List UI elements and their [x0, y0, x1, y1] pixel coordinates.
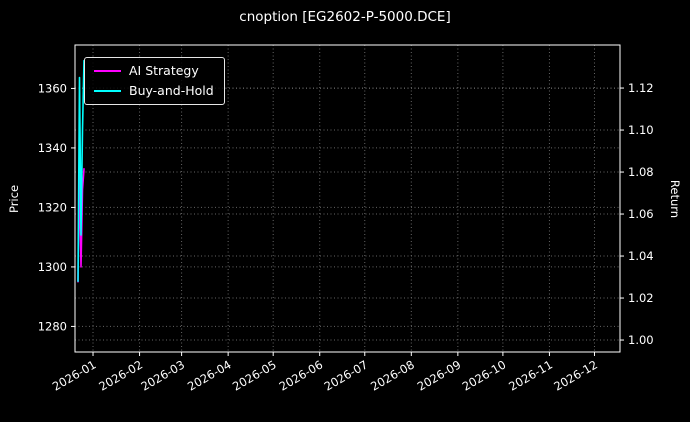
svg-text:1.12: 1.12 — [628, 81, 654, 95]
svg-text:1.04: 1.04 — [628, 249, 654, 263]
tick-labels: 1280 1300 1320 1340 1360 1.00 1.02 1.04 1.06 1.08… — [38, 81, 654, 394]
svg-text:2026-02: 2026-02 — [96, 357, 145, 393]
svg-text:1360: 1360 — [38, 81, 67, 95]
legend-item-buy-and-hold: Buy-and-Hold — [94, 84, 214, 98]
legend-line-swatch-ai — [94, 69, 121, 73]
svg-text:2026-06: 2026-06 — [277, 357, 326, 393]
svg-text:2026-10: 2026-10 — [460, 357, 509, 393]
svg-text:1.10: 1.10 — [628, 123, 654, 137]
chart-title: cnoption [EG2602-P-5000.DCE] — [239, 9, 451, 25]
svg-text:2026-07: 2026-07 — [322, 357, 371, 393]
svg-text:1320: 1320 — [38, 200, 67, 214]
svg-text:2026-09: 2026-09 — [415, 357, 464, 393]
svg-text:1.00: 1.00 — [628, 333, 654, 347]
svg-text:1300: 1300 — [38, 260, 67, 274]
svg-text:2026-03: 2026-03 — [138, 357, 187, 393]
y-axis-label-price: Price — [7, 184, 21, 214]
svg-text:2026-12: 2026-12 — [551, 357, 600, 393]
legend-item-ai-strategy: AI Strategy — [94, 64, 214, 78]
series-lines — [77, 59, 85, 283]
svg-text:2026-04: 2026-04 — [185, 357, 234, 393]
plot-border — [74, 44, 621, 353]
svg-text:1.02: 1.02 — [628, 291, 654, 305]
legend-label-ai: AI Strategy — [129, 63, 199, 78]
svg-text:1280: 1280 — [38, 319, 67, 333]
series-buy-and-hold — [77, 59, 85, 283]
tick-marks — [71, 87, 624, 356]
svg-text:2026-08: 2026-08 — [368, 357, 417, 393]
legend-label-bh: Buy-and-Hold — [129, 83, 214, 98]
y-axis-label-return: Return — [668, 179, 682, 219]
svg-text:2026-11: 2026-11 — [506, 357, 555, 393]
gridlines — [75, 45, 620, 352]
legend: AI Strategy Buy-and-Hold — [84, 57, 225, 105]
svg-text:1340: 1340 — [38, 141, 67, 155]
svg-text:2026-01: 2026-01 — [50, 357, 99, 393]
legend-line-swatch-bh — [94, 89, 121, 93]
svg-text:2026-05: 2026-05 — [230, 357, 279, 393]
svg-text:1.06: 1.06 — [628, 207, 654, 221]
svg-text:1.08: 1.08 — [628, 165, 654, 179]
